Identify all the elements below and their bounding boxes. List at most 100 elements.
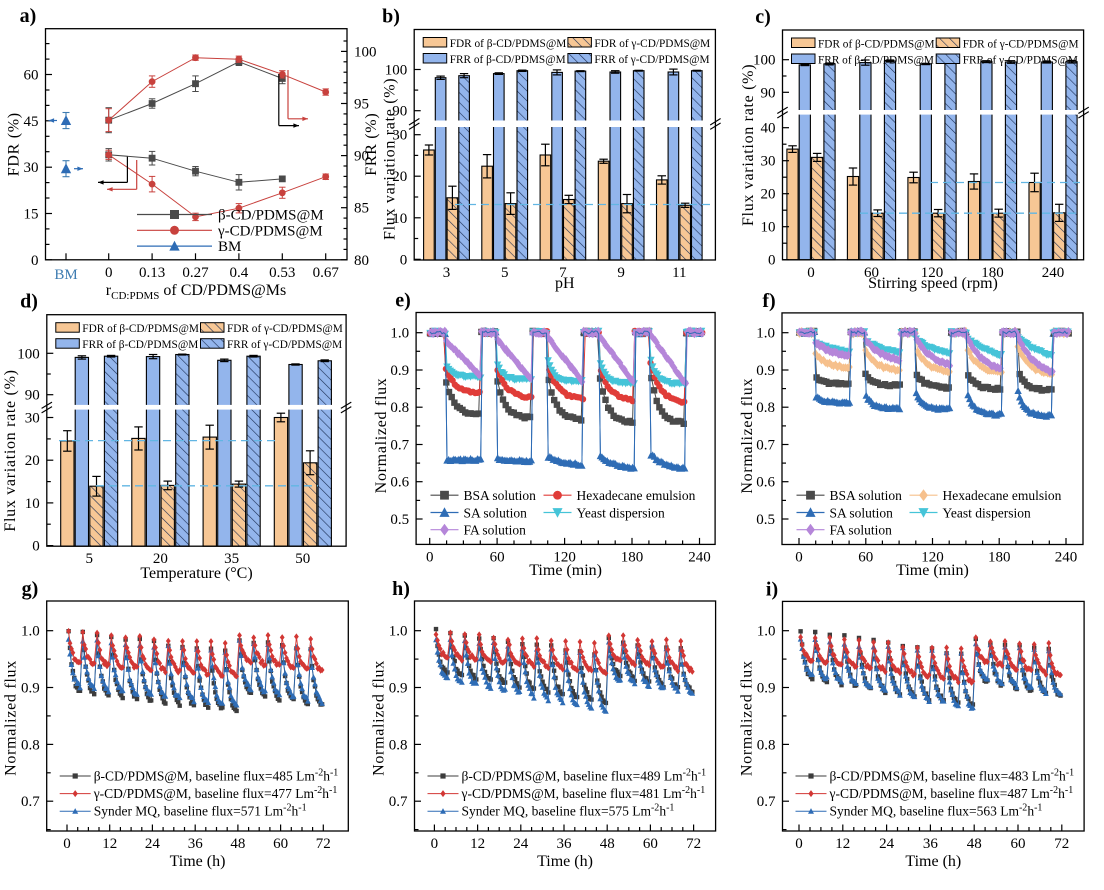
svg-text:120: 120 [921, 265, 944, 281]
svg-text:0.8: 0.8 [757, 737, 776, 753]
svg-text:BM: BM [218, 239, 241, 255]
svg-text:γ-CD/PDMS@M: γ-CD/PDMS@M [217, 223, 323, 239]
svg-text:240: 240 [1055, 550, 1078, 566]
svg-text:40: 40 [761, 121, 776, 137]
svg-text:0: 0 [63, 836, 71, 852]
svg-text:d): d) [20, 291, 38, 313]
svg-text:0.6: 0.6 [756, 475, 775, 491]
svg-text:72: 72 [316, 836, 331, 852]
svg-text:0.7: 0.7 [21, 794, 40, 810]
svg-text:0.9: 0.9 [756, 363, 775, 379]
svg-text:Normalized flux: Normalized flux [739, 378, 756, 494]
svg-text:g): g) [22, 578, 39, 600]
svg-text:Normalized flux: Normalized flux [3, 660, 20, 776]
svg-text:Temperature (°C): Temperature (°C) [140, 565, 252, 582]
svg-text:120: 120 [921, 550, 944, 566]
svg-text:0.5: 0.5 [756, 512, 775, 528]
svg-text:FRR of β-CD/PDMS@M: FRR of β-CD/PDMS@M [82, 339, 198, 351]
svg-text:5: 5 [85, 551, 93, 567]
svg-text:FRR of γ-CD/PDMS@M: FRR of γ-CD/PDMS@M [963, 54, 1078, 66]
svg-text:SA solution: SA solution [830, 505, 894, 520]
svg-text:FRR of γ-CD/PDMS@M: FRR of γ-CD/PDMS@M [227, 339, 342, 351]
svg-text:γ-CD/PDMS@M, baseline flux=477: γ-CD/PDMS@M, baseline flux=477 Lm-2h-1 [93, 785, 338, 801]
svg-text:FDR of γ-CD/PDMS@M: FDR of γ-CD/PDMS@M [594, 38, 710, 50]
svg-text:FA solution: FA solution [464, 523, 527, 538]
svg-text:γ-CD/PDMS@M, baseline flux=487: γ-CD/PDMS@M, baseline flux=487 Lm-2h-1 [829, 785, 1074, 801]
svg-text:36: 36 [188, 836, 204, 852]
svg-text:180: 180 [621, 549, 644, 565]
svg-text:30: 30 [25, 411, 40, 427]
svg-text:100: 100 [385, 63, 408, 79]
svg-text:0: 0 [768, 253, 776, 269]
svg-text:36: 36 [557, 836, 573, 852]
svg-text:11: 11 [672, 265, 686, 281]
svg-text:60: 60 [273, 836, 288, 852]
svg-text:β-CD/PDMS@M: β-CD/PDMS@M [218, 208, 324, 224]
svg-text:0.9: 0.9 [757, 681, 776, 697]
svg-text:1.0: 1.0 [21, 624, 40, 640]
svg-text:0: 0 [431, 836, 439, 852]
svg-text:1.0: 1.0 [390, 326, 409, 342]
svg-text:0.7: 0.7 [390, 438, 409, 454]
svg-text:0.7: 0.7 [389, 794, 408, 810]
svg-text:BM: BM [54, 267, 77, 283]
svg-text:BSA solution: BSA solution [464, 488, 537, 503]
svg-text:FA solution: FA solution [830, 523, 893, 538]
svg-text:10: 10 [761, 220, 776, 236]
svg-text:20: 20 [392, 169, 407, 185]
svg-text:90: 90 [392, 104, 407, 120]
svg-text:30: 30 [392, 128, 407, 144]
svg-text:Time (h): Time (h) [905, 853, 961, 870]
svg-text:45: 45 [24, 114, 39, 130]
svg-text:12: 12 [470, 836, 485, 852]
svg-text:0.67: 0.67 [313, 265, 340, 281]
svg-text:Hexadecane emulsion: Hexadecane emulsion [943, 488, 1062, 503]
svg-text:f): f) [762, 290, 775, 312]
svg-text:5: 5 [501, 265, 509, 281]
svg-text:0.4: 0.4 [230, 265, 249, 281]
svg-text:0.8: 0.8 [390, 400, 409, 416]
svg-text:β-CD/PDMS@M, baseline flux=483: β-CD/PDMS@M, baseline flux=483 Lm-2h-1 [830, 768, 1075, 784]
svg-text:60: 60 [643, 836, 658, 852]
svg-text:3: 3 [443, 265, 451, 281]
svg-text:60: 60 [864, 265, 879, 281]
svg-text:48: 48 [967, 836, 982, 852]
svg-text:240: 240 [688, 549, 711, 565]
svg-text:20: 20 [761, 187, 776, 203]
svg-text:γ-CD/PDMS@M, baseline flux=481: γ-CD/PDMS@M, baseline flux=481 Lm-2h-1 [461, 785, 706, 801]
svg-text:pH: pH [555, 275, 575, 292]
svg-text:0.9: 0.9 [389, 681, 408, 697]
svg-text:Stirring speed (rpm): Stirring speed (rpm) [868, 275, 998, 292]
svg-text:0: 0 [32, 539, 40, 555]
svg-text:FRR of β-CD/PDMS@M: FRR of β-CD/PDMS@M [818, 54, 934, 66]
svg-text:30: 30 [24, 160, 39, 176]
svg-text:Time (min): Time (min) [529, 562, 602, 579]
svg-text:Synder MQ, baseline flux=571 L: Synder MQ, baseline flux=571 Lm-2h-1 [94, 803, 307, 819]
svg-text:Normalized flux: Normalized flux [373, 378, 390, 494]
svg-text:b): b) [382, 6, 400, 28]
svg-text:Normalized flux: Normalized flux [371, 660, 388, 776]
svg-text:7: 7 [559, 265, 567, 281]
svg-text:180: 180 [988, 550, 1011, 566]
svg-text:0.5: 0.5 [390, 512, 409, 528]
svg-text:100: 100 [17, 346, 40, 362]
svg-text:FDR (%): FDR (%) [6, 112, 23, 176]
svg-text:Yeast dispersion: Yeast dispersion [577, 505, 666, 520]
svg-text:60: 60 [1011, 836, 1026, 852]
svg-text:0.27: 0.27 [182, 265, 209, 281]
svg-text:FDR of γ-CD/PDMS@M: FDR of γ-CD/PDMS@M [227, 323, 343, 335]
svg-text:Hexadecane emulsion: Hexadecane emulsion [577, 488, 696, 503]
svg-text:0.6: 0.6 [390, 475, 409, 491]
svg-text:100: 100 [354, 44, 377, 60]
svg-text:0.13: 0.13 [139, 265, 165, 281]
svg-text:FRR of γ-CD/PDMS@M: FRR of γ-CD/PDMS@M [594, 54, 709, 66]
svg-text:Normalized flux: Normalized flux [739, 660, 756, 776]
svg-text:0.7: 0.7 [757, 794, 776, 810]
svg-text:BSA solution: BSA solution [830, 488, 903, 503]
svg-text:0: 0 [400, 252, 408, 268]
svg-text:0: 0 [426, 549, 434, 565]
svg-text:Time (h): Time (h) [537, 853, 593, 870]
svg-text:0.9: 0.9 [21, 681, 40, 697]
svg-text:i): i) [766, 578, 778, 600]
svg-text:120: 120 [553, 549, 576, 565]
